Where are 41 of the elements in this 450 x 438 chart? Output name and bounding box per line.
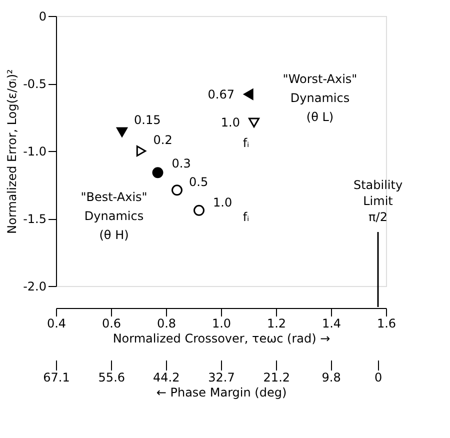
annotation: "Best-Axis" Dynamics (θ H) [80,190,148,242]
annotation: "Worst-Axis" Dynamics (θ L) [282,72,358,124]
annotation: fᵢ [242,210,250,224]
point [116,127,128,137]
annotation: 1.0 [220,116,240,130]
point [194,204,204,216]
y-tick-label: -2.0 [23,280,46,294]
annotation: 0.15 [134,113,161,128]
y-tick-label: -0.5 [23,77,46,91]
x-tick-label: 0.4 [46,316,66,330]
annotation: 1.0 [213,195,232,210]
annotation: Stability Limit π/2 [353,178,403,224]
x-tick-label: 1.0 [212,316,232,330]
x-tick-label: 0.8 [156,316,176,330]
x2-axis-title: ← Phase Margin (deg) [156,386,287,400]
x-tick-label: 0.6 [102,316,122,330]
annotation: fᵢ [242,136,250,150]
annotation: 0.5 [189,175,208,190]
point [152,167,164,178]
point [244,88,254,100]
point [172,184,182,196]
y-tick-label: 0 [38,10,46,24]
x2-tick-label: 0 [374,370,382,384]
annotation: 0.67 [208,87,234,102]
x-axis-title: Normalized Crossover, τeωc (rad) → [112,332,330,346]
x2-tick-label: 67.1 [43,370,70,384]
point [248,118,260,128]
annotation: 0.3 [172,156,191,171]
y-tick-label: -1.0 [23,144,46,158]
x2-tick-label: 55.6 [98,370,126,384]
x2-tick-label: 21.2 [263,370,290,384]
x-tick-label: 1.2 [266,316,286,330]
y-axis-title: Normalized Error, Log(ε/σᵢ)² [5,69,20,234]
point [136,146,146,156]
x2-tick-label: 32.7 [208,370,235,384]
x2-tick-label: 9.8 [322,370,341,384]
x2-tick-label: 44.2 [152,370,180,384]
annotation: 0.2 [153,133,172,147]
y-tick-label: -1.5 [23,212,46,226]
x-tick-label: 1.6 [376,316,396,330]
x-tick-label: 1.4 [322,316,342,330]
